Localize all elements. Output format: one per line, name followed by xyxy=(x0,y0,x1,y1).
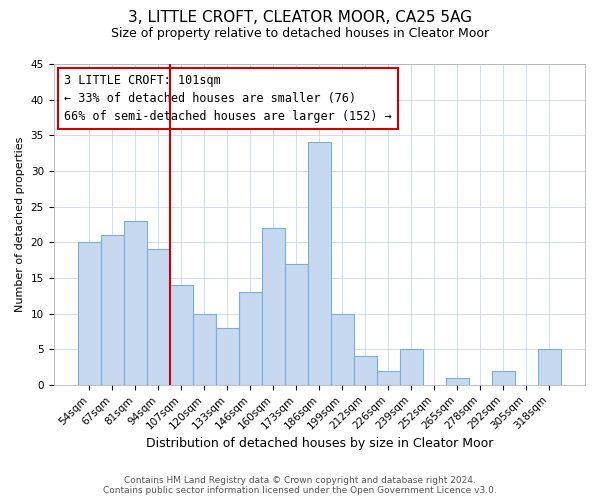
Bar xyxy=(124,221,147,385)
Bar xyxy=(446,378,469,385)
Bar xyxy=(492,370,515,385)
Bar xyxy=(77,242,101,385)
Bar xyxy=(285,264,308,385)
Bar xyxy=(354,356,377,385)
Bar xyxy=(538,349,561,385)
Bar xyxy=(262,228,285,385)
Bar xyxy=(239,292,262,385)
Bar xyxy=(147,250,170,385)
Bar xyxy=(101,235,124,385)
Bar xyxy=(377,370,400,385)
Text: Contains HM Land Registry data © Crown copyright and database right 2024.
Contai: Contains HM Land Registry data © Crown c… xyxy=(103,476,497,495)
Text: 3 LITTLE CROFT: 101sqm
← 33% of detached houses are smaller (76)
66% of semi-det: 3 LITTLE CROFT: 101sqm ← 33% of detached… xyxy=(64,74,392,122)
Bar xyxy=(170,285,193,385)
Y-axis label: Number of detached properties: Number of detached properties xyxy=(15,136,25,312)
Text: 3, LITTLE CROFT, CLEATOR MOOR, CA25 5AG: 3, LITTLE CROFT, CLEATOR MOOR, CA25 5AG xyxy=(128,10,472,25)
Bar xyxy=(400,349,423,385)
Bar xyxy=(331,314,354,385)
X-axis label: Distribution of detached houses by size in Cleator Moor: Distribution of detached houses by size … xyxy=(146,437,493,450)
Bar xyxy=(193,314,216,385)
Bar xyxy=(308,142,331,385)
Bar xyxy=(216,328,239,385)
Text: Size of property relative to detached houses in Cleator Moor: Size of property relative to detached ho… xyxy=(111,28,489,40)
